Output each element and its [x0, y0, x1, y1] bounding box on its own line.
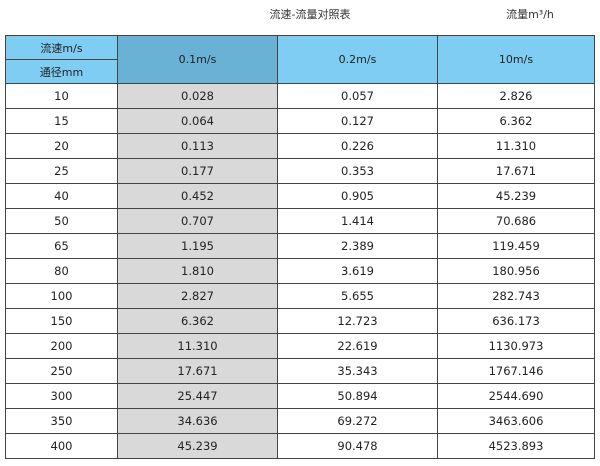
flow-cell: 1130.973	[437, 333, 595, 359]
diameter-cell: 80	[5, 258, 118, 284]
diameter-cell: 350	[5, 408, 118, 434]
table-row: 65 1.195 2.389 119.459	[5, 233, 595, 259]
flow-cell: 70.686	[437, 208, 595, 234]
diameter-cell: 150	[5, 308, 118, 334]
flow-cell: 0.177	[117, 158, 278, 184]
flow-cell: 25.447	[117, 383, 278, 409]
column-header: 10m/s	[437, 35, 595, 84]
flow-cell: 17.671	[437, 158, 595, 184]
flow-cell: 636.173	[437, 308, 595, 334]
flow-cell: 2.389	[277, 233, 438, 259]
table-row: 10 0.028 0.057 2.826	[5, 83, 595, 109]
flow-cell: 0.028	[117, 83, 278, 109]
flow-cell: 6.362	[437, 108, 595, 134]
diameter-cell: 40	[5, 183, 118, 209]
flow-cell: 180.956	[437, 258, 595, 284]
flow-cell: 282.743	[437, 283, 595, 309]
flow-table: 流速m/s 0.1m/s 0.2m/s 10m/s 通径mm 10 0.028 0.…	[5, 35, 595, 459]
diameter-cell: 250	[5, 358, 118, 384]
diameter-cell: 10	[5, 83, 118, 109]
flow-cell: 35.343	[277, 358, 438, 384]
flow-cell: 119.459	[437, 233, 595, 259]
flow-cell: 0.113	[117, 133, 278, 159]
table-row: 25 0.177 0.353 17.671	[5, 158, 595, 184]
flow-cell: 1767.146	[437, 358, 595, 384]
flow-cell: 5.655	[277, 283, 438, 309]
diameter-cell: 300	[5, 383, 118, 409]
unit-label: 流量m³/h	[506, 8, 554, 21]
flow-cell: 0.353	[277, 158, 438, 184]
flow-cell: 4523.893	[437, 433, 595, 459]
flow-cell: 0.452	[117, 183, 278, 209]
diameter-cell: 50	[5, 208, 118, 234]
diameter-header: 通径mm	[5, 59, 118, 84]
flow-cell: 3463.606	[437, 408, 595, 434]
table-row: 350 34.636 69.272 3463.606	[5, 408, 595, 434]
table-row: 200 11.310 22.619 1130.973	[5, 333, 595, 359]
diameter-cell: 400	[5, 433, 118, 459]
flow-cell: 50.894	[277, 383, 438, 409]
column-header: 0.1m/s	[117, 35, 278, 84]
diameter-cell: 20	[5, 133, 118, 159]
table-row: 40 0.452 0.905 45.239	[5, 183, 595, 209]
diameter-cell: 65	[5, 233, 118, 259]
table-row: 300 25.447 50.894 2544.690	[5, 383, 595, 409]
flow-cell: 2544.690	[437, 383, 595, 409]
flow-cell: 69.272	[277, 408, 438, 434]
diameter-cell: 15	[5, 108, 118, 134]
table-row: 150 6.362 12.723 636.173	[5, 308, 595, 334]
table-row: 20 0.113 0.226 11.310	[5, 133, 595, 159]
column-header: 0.2m/s	[277, 35, 438, 84]
flow-cell: 11.310	[117, 333, 278, 359]
flow-cell: 0.057	[277, 83, 438, 109]
flow-cell: 34.636	[117, 408, 278, 434]
flow-cell: 0.127	[277, 108, 438, 134]
diameter-cell: 100	[5, 283, 118, 309]
flow-cell: 12.723	[277, 308, 438, 334]
flow-cell: 0.064	[117, 108, 278, 134]
table-row: 50 0.707 1.414 70.686	[5, 208, 595, 234]
flow-cell: 3.619	[277, 258, 438, 284]
flow-cell: 45.239	[117, 433, 278, 459]
speed-header: 流速m/s	[5, 35, 118, 60]
flow-cell: 90.478	[277, 433, 438, 459]
table-row: 80 1.810 3.619 180.956	[5, 258, 595, 284]
table-title: 流速-流量对照表	[269, 8, 351, 21]
diameter-cell: 200	[5, 333, 118, 359]
table-row: 250 17.671 35.343 1767.146	[5, 358, 595, 384]
table-row: 15 0.064 0.127 6.362	[5, 108, 595, 134]
flow-cell: 0.707	[117, 208, 278, 234]
flow-cell: 11.310	[437, 133, 595, 159]
flow-cell: 45.239	[437, 183, 595, 209]
flow-cell: 0.905	[277, 183, 438, 209]
flow-cell: 1.810	[117, 258, 278, 284]
flow-cell: 17.671	[117, 358, 278, 384]
flow-cell: 1.414	[277, 208, 438, 234]
flow-cell: 1.195	[117, 233, 278, 259]
flow-cell: 0.226	[277, 133, 438, 159]
table-row: 100 2.827 5.655 282.743	[5, 283, 595, 309]
flow-cell: 2.826	[437, 83, 595, 109]
flow-cell: 22.619	[277, 333, 438, 359]
diameter-cell: 25	[5, 158, 118, 184]
table-row: 400 45.239 90.478 4523.893	[5, 433, 595, 459]
flow-cell: 2.827	[117, 283, 278, 309]
flow-cell: 6.362	[117, 308, 278, 334]
